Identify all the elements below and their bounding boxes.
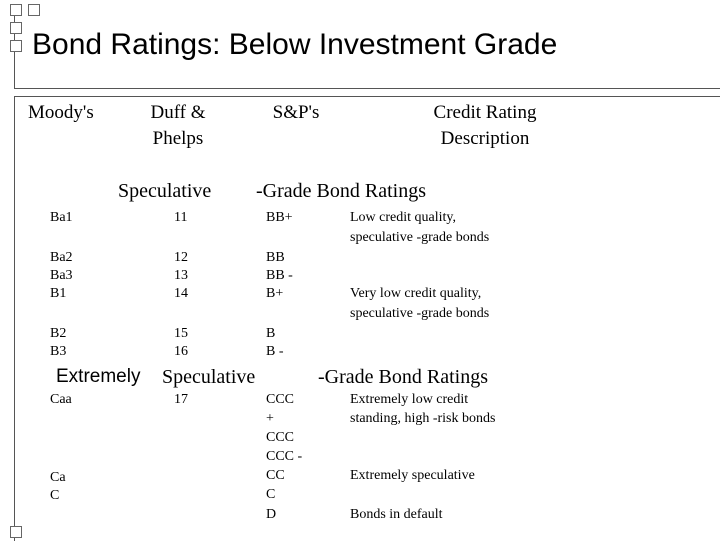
cell-sp: D	[266, 507, 277, 522]
header-sp: S&P's	[272, 102, 320, 123]
section-heading-speculative: Speculative	[118, 180, 212, 202]
cell-duff: 16	[174, 344, 188, 359]
corner-marker	[10, 526, 22, 538]
cell-sp: +	[266, 411, 274, 426]
cell-moody: Ba3	[50, 268, 73, 283]
cell-sp: B+	[266, 286, 284, 301]
corner-marker	[10, 40, 22, 52]
cell-moody: C	[50, 488, 60, 503]
cell-moody: Ca	[50, 470, 66, 485]
cell-sp: BB+	[266, 210, 293, 225]
cell-description: speculative -grade bonds	[350, 230, 490, 245]
section-heading-grade-2: -Grade Bond Ratings	[318, 366, 488, 388]
cell-sp: B -	[266, 344, 284, 359]
corner-marker	[10, 4, 22, 16]
body-frame	[14, 96, 720, 541]
header-moodys: Moody's	[28, 102, 94, 123]
cell-moody: Ba1	[50, 210, 73, 225]
section-heading-extremely: Extremely	[56, 366, 141, 387]
corner-marker	[10, 22, 22, 34]
cell-moody: B2	[50, 326, 67, 341]
cell-description: Extremely low credit	[350, 392, 469, 407]
cell-description: Low credit quality,	[350, 210, 457, 225]
page-title: Bond Ratings: Below Investment Grade	[32, 28, 558, 61]
cell-duff: 17	[174, 392, 188, 407]
cell-moody: Caa	[50, 392, 72, 407]
cell-description: Very low credit quality,	[350, 286, 482, 301]
cell-duff: 12	[174, 250, 188, 265]
cell-sp: CCC -	[266, 449, 303, 464]
section-heading-speculative-2: Speculative	[162, 366, 256, 388]
cell-sp: CCC	[266, 430, 295, 445]
cell-moody: B1	[50, 286, 67, 301]
cell-description: standing, high -risk bonds	[350, 411, 496, 426]
cell-description: Extremely speculative	[350, 468, 475, 483]
header-credit-line1: Credit Rating	[433, 102, 537, 123]
section-heading-grade: -Grade Bond Ratings	[256, 180, 426, 202]
cell-sp: BB	[266, 250, 285, 265]
cell-sp: B	[266, 326, 276, 341]
cell-duff: 14	[174, 286, 188, 301]
header-duff-line2: Phelps	[152, 128, 204, 149]
header-duff-line1: Duff &	[150, 102, 206, 123]
cell-moody: Ba2	[50, 250, 73, 265]
corner-marker	[28, 4, 40, 16]
cell-duff: 11	[174, 210, 188, 225]
cell-sp: CCC	[266, 392, 295, 407]
cell-sp: BB -	[266, 268, 293, 283]
cell-description: speculative -grade bonds	[350, 306, 490, 321]
cell-duff: 13	[174, 268, 188, 283]
cell-duff: 15	[174, 326, 188, 341]
cell-sp: CC	[266, 468, 285, 483]
cell-moody: B3	[50, 344, 67, 359]
header-credit-line2: Description	[440, 128, 530, 149]
cell-sp: C	[266, 487, 276, 502]
cell-description: Bonds in default	[350, 507, 443, 522]
